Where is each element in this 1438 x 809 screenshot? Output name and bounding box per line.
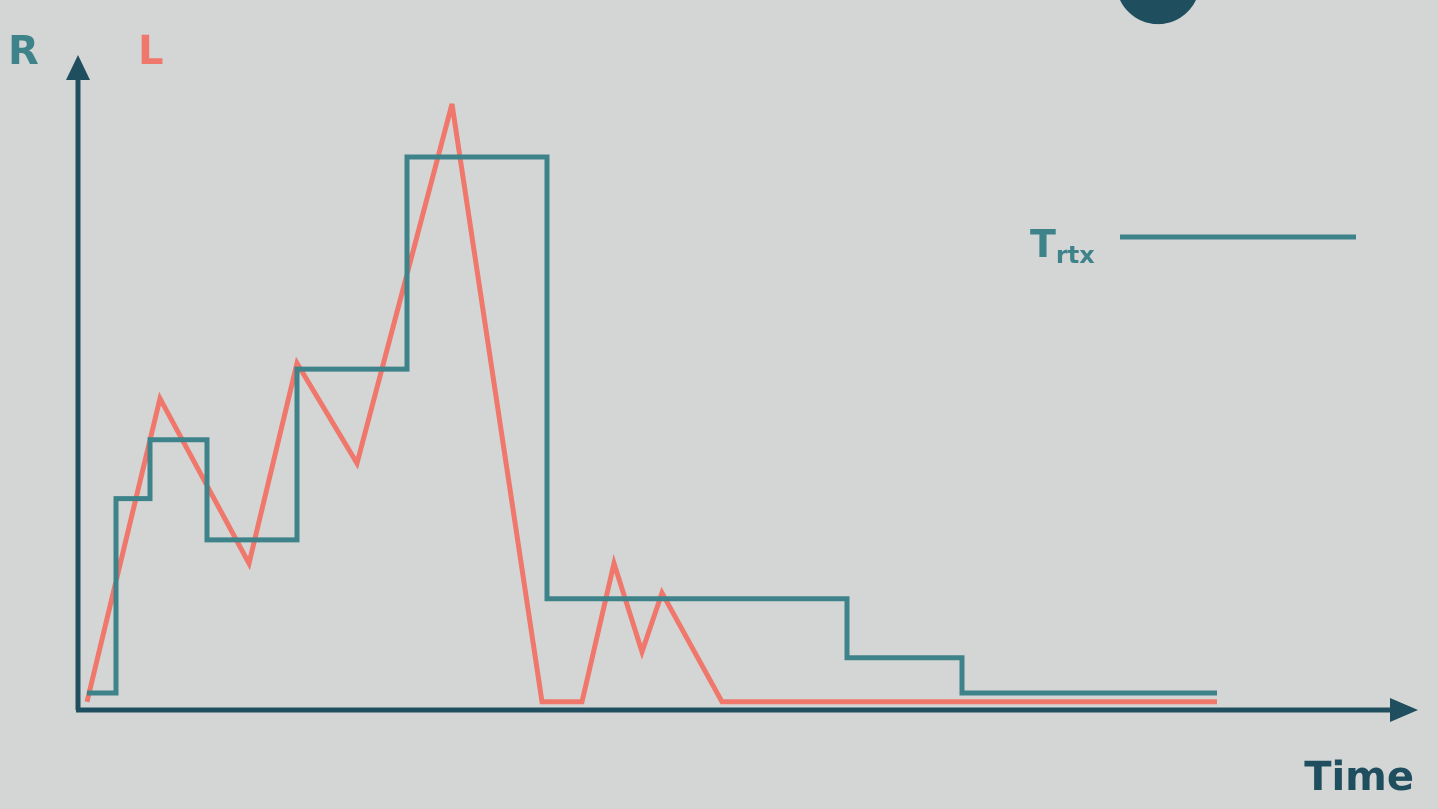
y-axis-arrowhead — [66, 55, 90, 80]
legend-label-main: T — [1030, 222, 1056, 266]
series-l — [84, 103, 1217, 705]
legend-label-subscript: rtx — [1056, 241, 1095, 269]
series-line-l — [84, 103, 1217, 705]
x-axis-arrowhead — [1390, 698, 1418, 722]
series-line-trtx — [87, 154, 1217, 696]
series-layer — [84, 103, 1217, 705]
legend-label: Trtx — [1030, 222, 1095, 269]
r-axis-label: R — [8, 28, 39, 74]
l-axis-label: L — [138, 28, 164, 74]
x-axis-label: Time — [1304, 754, 1414, 800]
partial-circle-decoration — [1120, 0, 1196, 25]
legend: Trtx — [1030, 222, 1356, 269]
series-trtx — [87, 154, 1217, 696]
